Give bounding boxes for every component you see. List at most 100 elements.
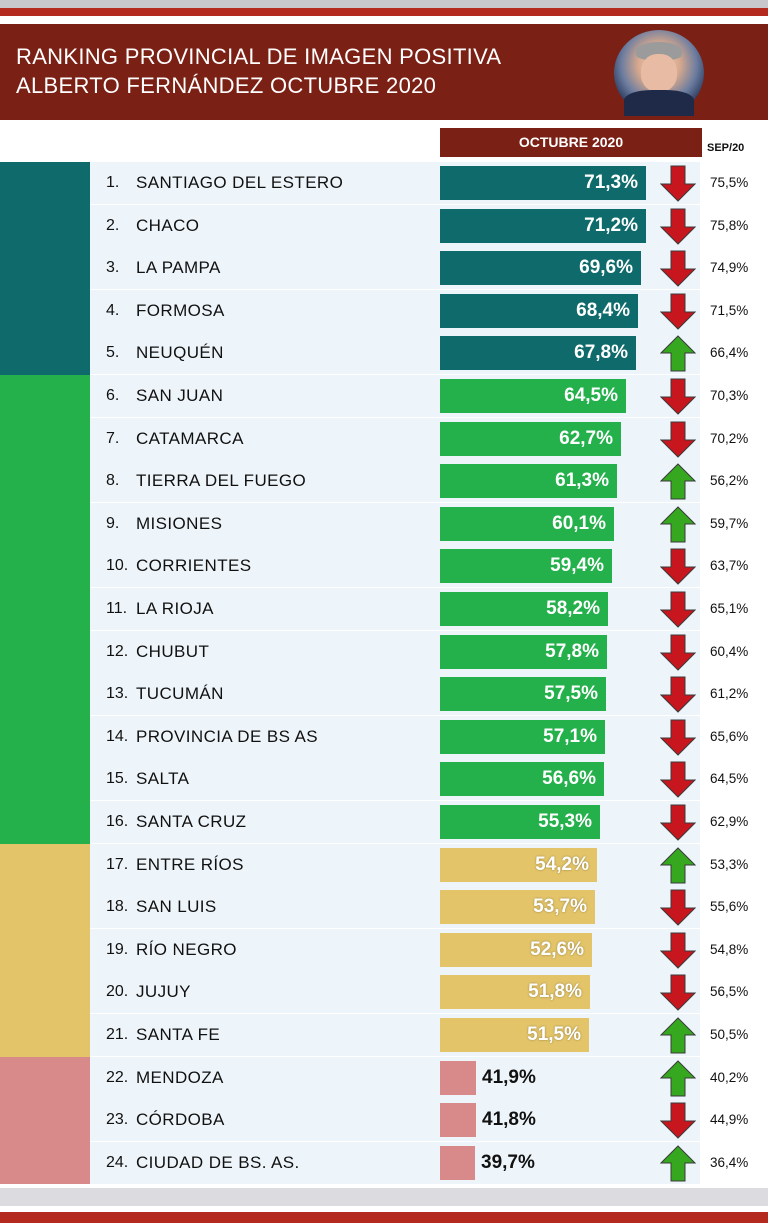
table-row: 9. MISIONES 60,1% 59,7% [90, 502, 768, 546]
table-row: 3. LA PAMPA 69,6% 74,9% [90, 247, 768, 291]
province-name: FORMOSA [136, 300, 225, 320]
province-name: CATAMARCA [136, 428, 244, 448]
bar [440, 166, 646, 200]
arrow-down-icon [660, 634, 696, 671]
previous-value: 66,4% [710, 345, 749, 361]
previous-value: 55,6% [710, 899, 749, 915]
previous-value: 36,4% [710, 1154, 749, 1170]
rank-number: 18. [106, 898, 129, 916]
rank-number: 2. [106, 216, 120, 234]
group-band-green [0, 375, 90, 844]
rank-number: 6. [106, 387, 120, 404]
arrow-down-icon [660, 250, 696, 287]
rank-number: 13. [106, 685, 129, 703]
table-row: 13. TUCUMÁN 57,5% 61,2% [90, 673, 768, 717]
avatar-face [641, 54, 677, 92]
column-header-current: OCTUBRE 2020 [440, 128, 702, 157]
arrow-down-icon [660, 378, 696, 415]
arrow-up-icon [660, 506, 696, 543]
row-background [90, 1141, 700, 1185]
bar [440, 847, 597, 882]
bar [440, 677, 606, 712]
province-name: RÍO NEGRO [136, 939, 237, 959]
arrow-down-icon [660, 804, 696, 841]
bar-value-label: 51,5% [527, 1024, 581, 1045]
bar-value-label: 54,2% [535, 853, 589, 875]
rank-number: 16. [106, 813, 129, 830]
arrow-down-icon [660, 548, 696, 586]
bar-value-label: 59,4% [550, 555, 604, 577]
previous-value: 74,9% [710, 260, 749, 276]
bar-value-label: 58,2% [546, 598, 600, 619]
bar [440, 592, 608, 626]
top-strip [0, 0, 768, 8]
table-row: 14. PROVINCIA DE BS AS 57,1% 65,6% [90, 715, 768, 759]
row-background [90, 843, 700, 887]
arrow-down-icon [660, 1102, 696, 1139]
table-row: 7. CATAMARCA 62,7% 70,2% [90, 417, 768, 461]
rank-number: 3. [106, 259, 120, 277]
bar-value-label: 41,9% [482, 1066, 536, 1088]
arrow-up-icon [660, 463, 696, 500]
table-row: 8. TIERRA DEL FUEGO 61,3% 56,2% [90, 460, 768, 504]
bar-value-label: 71,2% [584, 214, 638, 236]
bar [440, 634, 607, 669]
bar-value-label: 39,7% [481, 1151, 535, 1173]
avatar [614, 30, 704, 116]
province-name: ENTRE RÍOS [136, 854, 244, 874]
bar [440, 932, 592, 967]
bar-value-label: 57,8% [545, 640, 599, 662]
arrow-down-icon [660, 208, 696, 245]
province-name: CHUBUT [136, 641, 210, 661]
previous-value: 54,8% [710, 941, 749, 957]
bar-value-label: 57,5% [544, 683, 598, 705]
bar-value-label: 61,3% [555, 470, 609, 492]
bar [440, 293, 638, 328]
group-band-teal [0, 162, 90, 375]
ranking-table: 1. SANTIAGO DEL ESTERO 71,3% 75,5% 2. CHACO 71… [0, 162, 768, 1185]
bar [440, 805, 600, 839]
header-banner: RANKING PROVINCIAL DE IMAGEN POSITIVA AL… [0, 24, 768, 120]
province-name: SAN JUAN [136, 386, 224, 405]
arrow-down-icon [660, 974, 696, 1012]
previous-value: 53,3% [710, 856, 749, 872]
rank-number: 24. [106, 1153, 129, 1171]
bar-value-label: 51,8% [528, 981, 582, 1003]
table-row: 18. SAN LUIS 53,7% 55,6% [90, 886, 768, 930]
rank-number: 19. [106, 940, 129, 958]
rank-number: 22. [106, 1068, 129, 1086]
previous-value: 75,5% [710, 175, 749, 190]
rank-number: 14. [106, 727, 129, 745]
province-name: CIUDAD DE BS. AS. [136, 1152, 300, 1172]
bar-value-label: 52,6% [530, 938, 584, 960]
arrow-down-icon [660, 421, 696, 458]
table-row: 17. ENTRE RÍOS 54,2% 53,3% [90, 843, 768, 887]
row-background [90, 971, 700, 1015]
table-row: 5. NEUQUÉN 67,8% 66,4% [90, 332, 768, 376]
previous-value: 50,5% [710, 1027, 749, 1042]
bar-value-label: 68,4% [576, 299, 630, 321]
province-name: SANTA FE [136, 1025, 221, 1044]
rank-number: 17. [106, 855, 129, 873]
previous-value: 65,6% [710, 728, 749, 744]
province-name: MISIONES [136, 513, 223, 533]
province-name: CORRIENTES [136, 556, 252, 576]
table-row: 19. RÍO NEGRO 52,6% 54,8% [90, 928, 768, 972]
table-row: 4. FORMOSA 68,4% 71,5% [90, 289, 768, 333]
row-background [90, 1056, 700, 1100]
rank-number: 20. [106, 983, 129, 1001]
rank-number: 9. [106, 514, 120, 532]
bar [440, 1060, 476, 1095]
table-row: 11. LA RIOJA 58,2% 65,1% [90, 588, 768, 631]
rank-number: 12. [106, 642, 129, 660]
arrow-down-icon [660, 293, 696, 330]
row-background [90, 886, 700, 930]
province-name: TUCUMÁN [136, 684, 224, 704]
previous-value: 61,2% [710, 686, 749, 702]
bar [440, 975, 590, 1010]
bar-value-label: 69,6% [579, 257, 633, 279]
bar [440, 762, 604, 797]
province-name: CHACO [136, 215, 200, 235]
bar [440, 379, 626, 413]
bar [440, 719, 605, 754]
